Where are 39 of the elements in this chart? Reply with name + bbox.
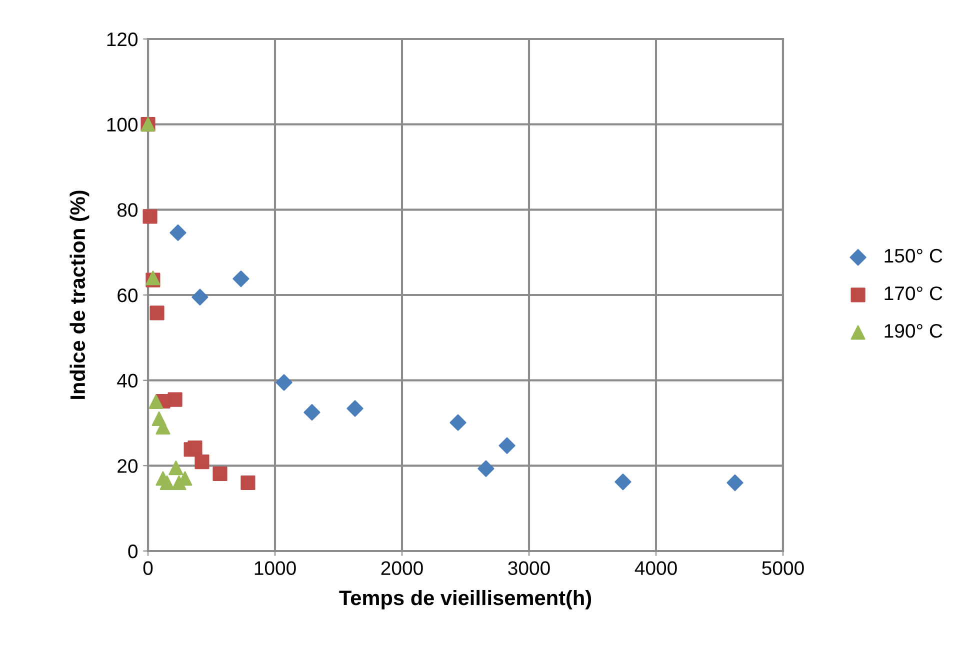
legend-label: 150° C [884,248,942,263]
point [232,270,250,288]
point [192,288,208,306]
x-tick-label: 1000 [254,561,296,576]
legend-label: 170° C [884,286,942,300]
point [212,466,228,482]
point [160,475,174,490]
point [498,437,516,454]
point [168,392,182,407]
x-tick-label: 2000 [381,561,423,576]
y-tick-label: 120 [107,32,138,46]
point [450,414,466,431]
y-tick-label: 40 [117,374,138,388]
y-tick-label: 80 [117,203,138,217]
y-axis-title: Indice de traction (%) [70,190,90,399]
x-tick-label: 5000 [762,561,804,576]
point [194,454,210,470]
point [614,474,632,490]
y-tick-label: 100 [107,118,138,132]
point [276,374,292,391]
point [304,404,320,421]
x-tick-label: 4000 [634,561,677,576]
x-tick-label: 0 [143,561,153,576]
x-tick-label: 3000 [508,561,550,576]
legend-label: 190° C [884,324,942,338]
point [148,394,164,409]
point [142,209,158,224]
point [188,440,202,456]
point [240,475,256,490]
y-tick-label: 60 [118,288,138,302]
point [150,306,164,320]
x-axis-title: Temps de vieillisement(h) [339,590,592,610]
y-tick-label: 0 [128,544,138,558]
point [726,474,744,492]
y-tick-label: 20 [118,459,138,473]
point [168,460,184,476]
point [170,224,186,242]
point [346,400,364,417]
point [478,460,494,477]
